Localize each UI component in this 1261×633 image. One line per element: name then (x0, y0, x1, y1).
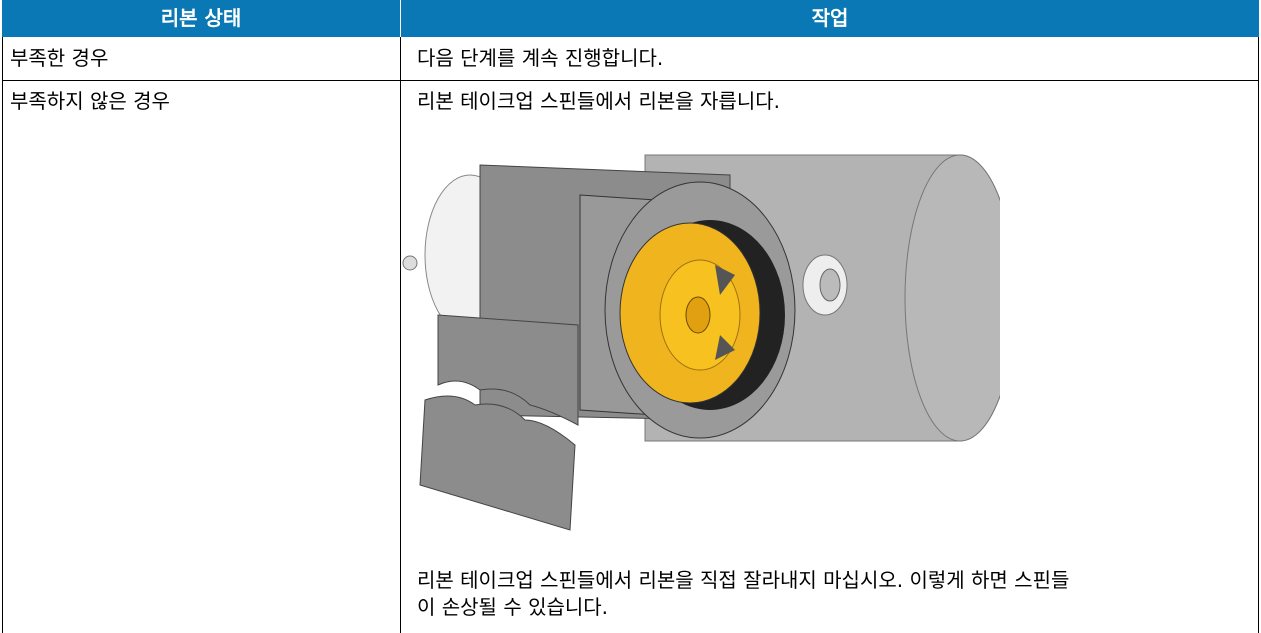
border (400, 37, 401, 633)
border (2, 80, 1259, 81)
cell-text: 리본 테이크업 스핀들에서 리본을 자릅니다. (417, 89, 780, 113)
cell-text: 부족한 경우 (10, 46, 109, 70)
header-cell: 작업 (401, 0, 1259, 37)
ribbon-illustration (402, 154, 1000, 531)
cell-text: 다음 단계를 계속 진행합니다. (417, 46, 664, 70)
border (2, 37, 3, 633)
header-cell: 리본 상태 (2, 0, 400, 37)
cell-text: 부족하지 않은 경우 (10, 89, 170, 113)
note: 리본 테이크업 스핀들에서 리본을 직접 잘라내지 마십시오. 이렇게 하면 스… (417, 568, 1070, 619)
border (1258, 37, 1259, 633)
